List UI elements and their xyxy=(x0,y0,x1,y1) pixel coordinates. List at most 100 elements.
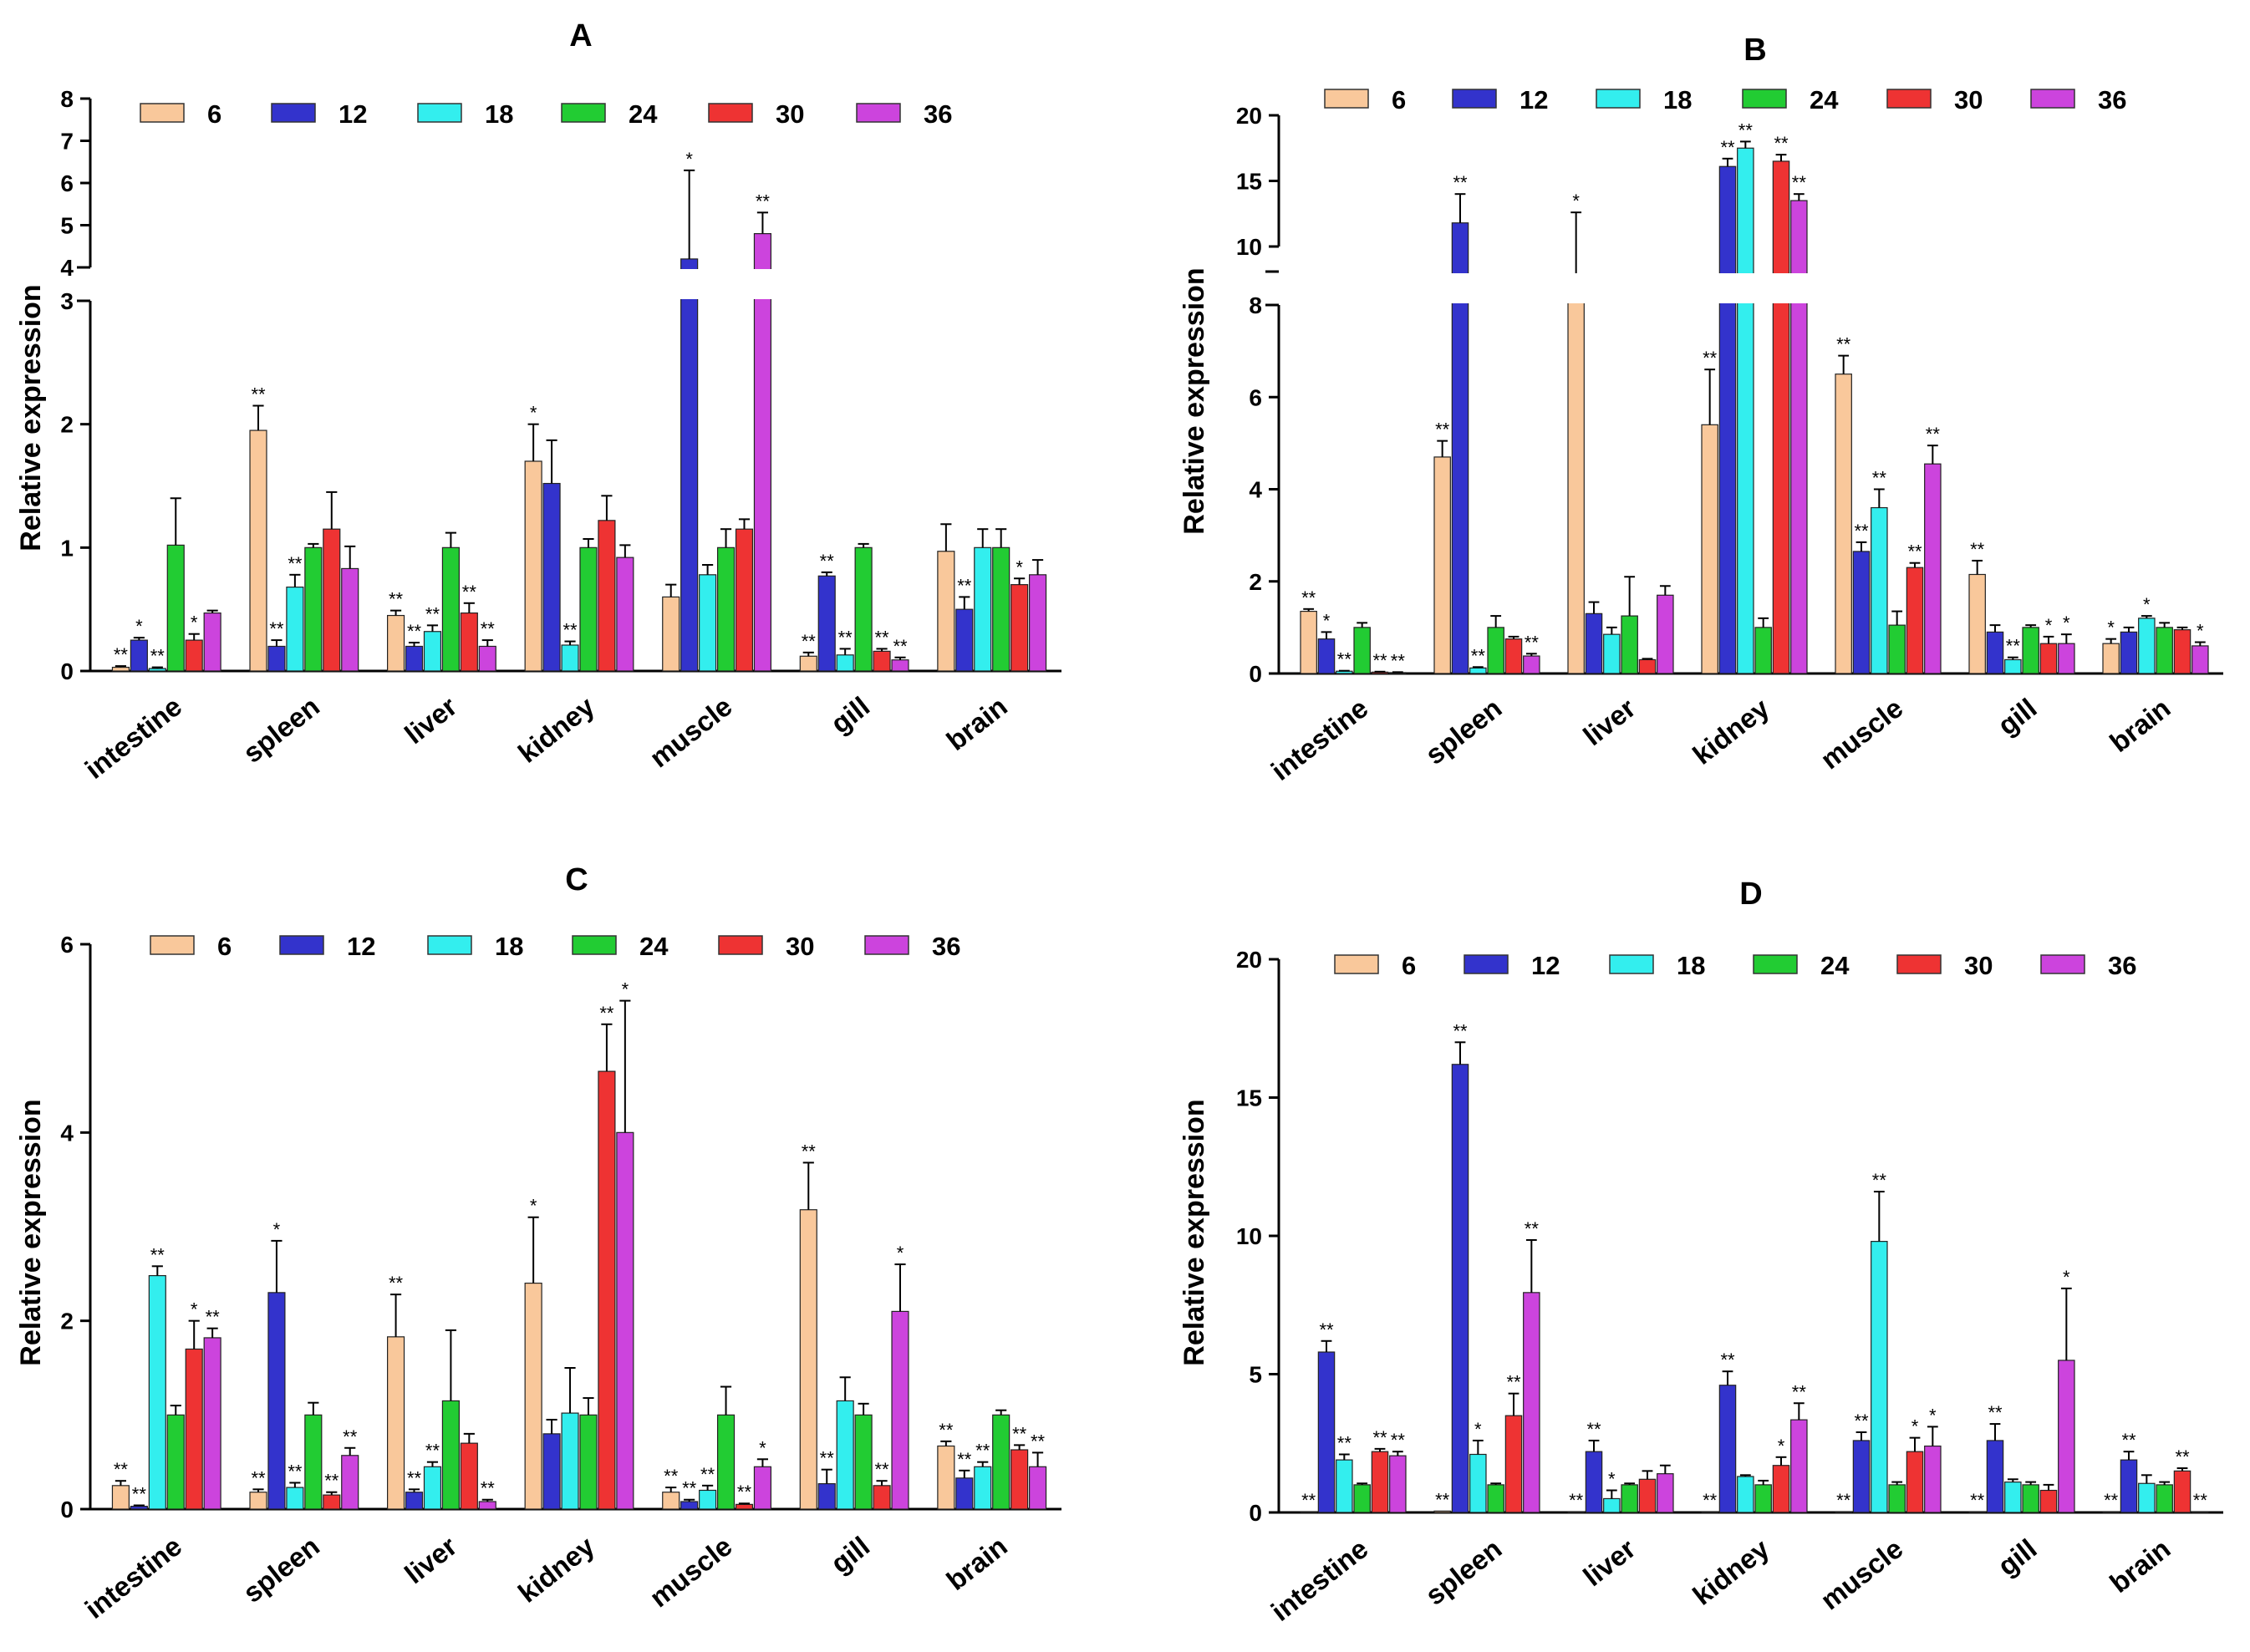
significance-mark: ** xyxy=(1738,119,1754,140)
legend-label-18: 18 xyxy=(1663,85,1692,114)
legend-swatch-6 xyxy=(150,935,195,955)
legend-swatch-36 xyxy=(2040,954,2085,974)
significance-mark: ** xyxy=(1970,539,1985,560)
significance-mark: * xyxy=(530,403,537,424)
significance-mark: ** xyxy=(343,1426,358,1447)
y-axis-label: Relative expression xyxy=(1178,1099,1210,1365)
bar-liver-24 xyxy=(1621,1484,1638,1513)
bar-brain-6 xyxy=(937,1445,955,1510)
legend-label-36: 36 xyxy=(932,932,960,961)
bar-liver-30 xyxy=(1638,658,1657,674)
axis-break-gap xyxy=(1280,273,2225,303)
bar-kidney-36 xyxy=(616,557,634,672)
y-tick-label: 8 xyxy=(1249,292,1262,318)
significance-mark: ** xyxy=(1337,1432,1352,1453)
bar-kidney-6 xyxy=(524,460,542,672)
bar-brain-24 xyxy=(2156,627,2173,674)
legend-swatch-12 xyxy=(279,935,324,955)
bar-muscle-12 xyxy=(1852,1440,1871,1513)
bar-kidney-24 xyxy=(1754,627,1772,674)
significance-mark: ** xyxy=(664,1466,679,1487)
y-tick-label: 6 xyxy=(60,932,74,958)
significance-mark: ** xyxy=(462,582,477,602)
bar-intestine-30 xyxy=(185,1348,203,1510)
bar-intestine-6 xyxy=(1300,610,1317,674)
bar-intestine-24 xyxy=(1353,1484,1371,1513)
bar-spleen-36 xyxy=(341,1455,359,1510)
significance-mark: ** xyxy=(1792,1381,1807,1402)
category-label-brain: brain xyxy=(2104,692,2176,758)
bar-spleen-6 xyxy=(1433,1510,1451,1513)
significance-mark: ** xyxy=(562,620,578,641)
significance-mark: ** xyxy=(1372,650,1387,671)
panel-title: C xyxy=(565,862,588,897)
bar-muscle-30 xyxy=(735,1503,754,1510)
significance-mark: ** xyxy=(1970,1490,1985,1511)
significance-mark: ** xyxy=(1720,1350,1735,1370)
bar-muscle-36 xyxy=(1924,463,1942,674)
category-label-liver: liver xyxy=(1577,692,1641,751)
bar-brain-30 xyxy=(2173,1470,2191,1513)
significance-mark: * xyxy=(191,613,198,633)
legend-swatch-6 xyxy=(1324,89,1369,109)
bar-liver-36 xyxy=(1657,594,1674,674)
bar-muscle-6 xyxy=(662,1492,680,1510)
legend-label-24: 24 xyxy=(1820,951,1850,980)
y-tick-label: 20 xyxy=(1236,103,1262,129)
significance-mark: ** xyxy=(425,603,440,624)
bar-liver-12 xyxy=(1585,1451,1603,1513)
bar-gill-30 xyxy=(2039,643,2058,674)
panel-title: A xyxy=(569,18,592,53)
legend-label-24: 24 xyxy=(1810,85,1839,114)
bar-liver-30 xyxy=(460,612,478,672)
panel-title: D xyxy=(1739,877,1762,912)
significance-mark: ** xyxy=(1854,521,1869,541)
bar-gill-24 xyxy=(854,1414,873,1510)
legend-label-30: 30 xyxy=(776,99,804,129)
legend-label-18: 18 xyxy=(495,932,523,961)
bar-kidney-24 xyxy=(579,546,598,672)
bar-spleen-12 xyxy=(267,1292,286,1510)
bar-kidney-36 xyxy=(616,1131,634,1510)
bar-kidney-36 xyxy=(1790,1419,1808,1513)
category-label-muscle: muscle xyxy=(644,1530,737,1613)
significance-mark: ** xyxy=(1988,1402,2003,1423)
significance-mark: * xyxy=(530,1196,537,1217)
significance-mark: ** xyxy=(939,1420,954,1441)
bar-muscle-30 xyxy=(1906,567,1924,674)
significance-mark: ** xyxy=(1926,424,1941,445)
significance-mark: ** xyxy=(1435,419,1450,440)
bar-intestine-12 xyxy=(130,1506,148,1510)
significance-mark: ** xyxy=(150,1244,165,1265)
significance-mark: ** xyxy=(269,618,284,639)
significance-mark: * xyxy=(1608,1469,1616,1490)
category-label-spleen: spleen xyxy=(237,690,325,769)
significance-mark: ** xyxy=(1453,172,1468,193)
category-label-gill: gill xyxy=(1992,692,2042,741)
y-axis-label: Relative expression xyxy=(15,284,47,551)
bar-intestine-18 xyxy=(148,1274,166,1510)
bar-intestine-18 xyxy=(1336,1459,1353,1513)
legend-swatch-18 xyxy=(417,103,462,123)
bar-liver-24 xyxy=(441,546,460,672)
significance-mark: ** xyxy=(1836,334,1851,355)
legend-label-12: 12 xyxy=(1531,951,1560,980)
significance-mark: * xyxy=(1474,1419,1482,1440)
legend-swatch-24 xyxy=(561,103,606,123)
category-label-muscle: muscle xyxy=(644,690,737,773)
bar-spleen-18 xyxy=(1469,1453,1487,1513)
significance-mark: ** xyxy=(957,1449,972,1470)
bar-kidney-30 xyxy=(1772,1465,1790,1513)
legend-label-30: 30 xyxy=(1954,85,1983,114)
y-tick-label: 15 xyxy=(1236,1085,1262,1111)
bar-muscle-24 xyxy=(716,1414,736,1510)
legend-swatch-36 xyxy=(2030,89,2075,109)
significance-mark: ** xyxy=(838,627,853,648)
bar-brain-36 xyxy=(1028,1466,1047,1510)
significance-mark: ** xyxy=(756,191,771,211)
y-tick-label: 20 xyxy=(1236,947,1262,973)
significance-mark: ** xyxy=(1792,172,1807,193)
bar-intestine-12 xyxy=(1317,1351,1336,1513)
bar-liver-30 xyxy=(1638,1478,1657,1513)
significance-mark: ** xyxy=(1703,1490,1718,1511)
